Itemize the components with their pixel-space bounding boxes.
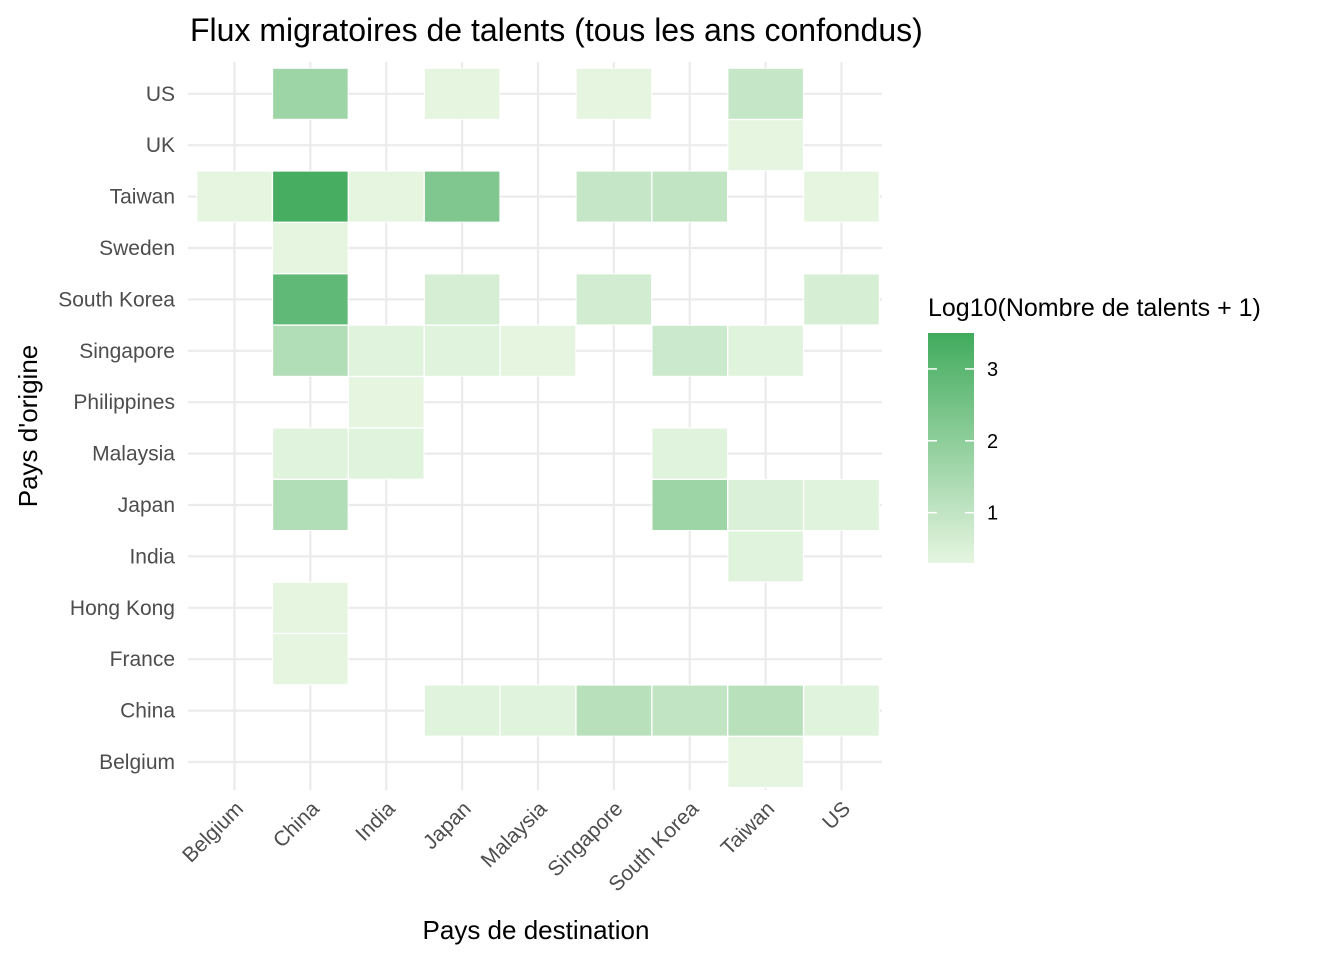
x-axis-title: Pays de destination (423, 915, 650, 945)
heatmap-cell (423, 67, 501, 120)
y-tick-label: Sweden (99, 237, 175, 260)
x-tick-label: India (351, 797, 400, 846)
heatmap-cell (803, 273, 880, 326)
heatmap-cell (272, 633, 349, 686)
heatmap-cell (348, 324, 425, 377)
heatmap-cell (727, 324, 804, 377)
x-tick-label: Malaysia (477, 797, 552, 872)
heatmap-cell (727, 736, 804, 788)
heatmap-cell (727, 479, 804, 531)
y-tick-label: Philippines (73, 391, 175, 414)
heatmap-cell (727, 530, 804, 583)
y-tick-label: US (146, 83, 175, 106)
y-tick-label: Hong Kong (70, 597, 175, 620)
heatmap-cell (499, 684, 577, 737)
y-tick-label: Singapore (79, 340, 175, 363)
heatmap-cell (575, 273, 653, 326)
heatmap-cell (803, 684, 880, 737)
heatmap-cell (272, 273, 349, 326)
heatmap-cell (423, 684, 501, 737)
chart-title: Flux migratoires de talents (tous les an… (190, 12, 923, 48)
x-tick-label: Taiwan (717, 797, 779, 859)
y-tick-label: Japan (118, 494, 175, 517)
y-tick-label: France (110, 648, 175, 671)
heatmap-cell (348, 170, 425, 223)
y-tick-label: India (129, 545, 175, 568)
y-tick-label: Belgium (99, 751, 175, 774)
heatmap-cell (727, 119, 804, 172)
heatmap-cell (272, 67, 349, 120)
heatmap-cell (272, 581, 349, 634)
legend-title: Log10(Nombre de talents + 1) (928, 294, 1261, 322)
y-tick-label: China (120, 700, 175, 723)
legend-color-bar (928, 333, 974, 563)
heatmap-cell (575, 67, 653, 120)
heatmap-cell (803, 170, 880, 223)
legend-ticks: 1 2 3 (928, 359, 998, 525)
heatmap-cell (651, 479, 728, 531)
legend-tick-label: 1 (987, 503, 998, 525)
heatmap-cell (196, 170, 273, 223)
heatmap-cell (651, 324, 728, 377)
heatmap-cell (272, 222, 349, 274)
x-axis-ticks: Belgium China India Japan MalaysiaSingaporeS… (178, 797, 855, 896)
heatmap-cell (575, 684, 653, 737)
heatmap-cell (575, 170, 653, 223)
heatmap-cell (651, 684, 728, 737)
y-tick-label: Taiwan (110, 186, 175, 209)
heatmap-cell (727, 684, 804, 737)
heatmap-cell (423, 170, 501, 223)
heatmap-cell (272, 479, 349, 531)
heatmap-cell (499, 324, 577, 377)
legend-tick-label: 3 (987, 359, 998, 381)
x-tick-label: US (818, 797, 855, 834)
x-tick-label: China (269, 797, 324, 852)
y-axis-title: Pays d'origine (13, 345, 43, 508)
y-tick-label: Malaysia (92, 443, 175, 466)
legend-tick-label: 2 (987, 431, 998, 453)
y-axis-ticks: Belgium China France Hong Kong India Japan Mal… (58, 83, 175, 774)
heatmap-cell (272, 324, 349, 377)
heatmap-cell (272, 427, 349, 480)
color-legend: Log10(Nombre de talents + 1) 1 2 3 (928, 294, 1261, 563)
x-tick-label: Belgium (178, 797, 248, 867)
heatmap-cell (651, 170, 728, 223)
heatmap-cell (803, 479, 880, 531)
heatmap-cell (727, 67, 804, 120)
x-tick-label: Japan (419, 797, 476, 854)
heatmap-cell (423, 324, 501, 377)
heatmap-cell (348, 376, 425, 429)
y-tick-label: South Korea (58, 288, 175, 311)
heatmap-cell (348, 427, 425, 480)
y-tick-label: UK (146, 134, 175, 157)
heatmap-cell (423, 273, 501, 326)
heatmap-cell (651, 427, 728, 480)
heatmap-cell (272, 170, 349, 223)
heatmap-cells (196, 67, 880, 788)
